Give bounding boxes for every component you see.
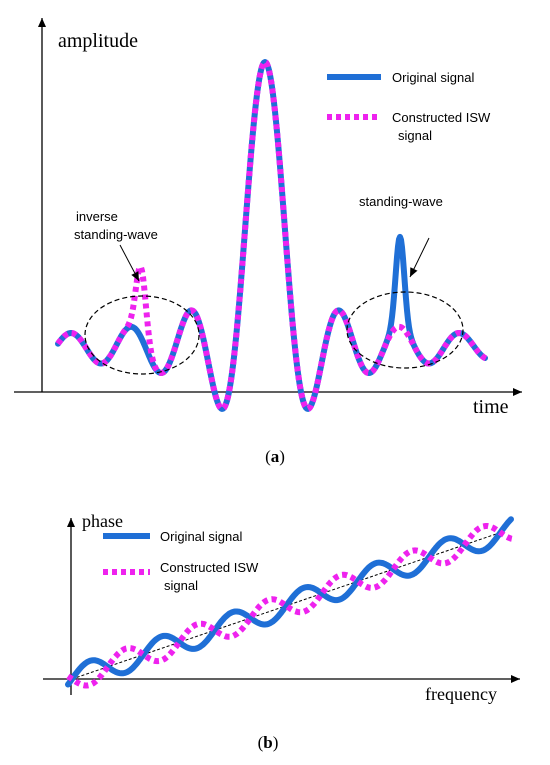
legend-b-original-label: Original signal (160, 529, 242, 544)
constructed-phase-curve (66, 523, 515, 689)
legend-constructed-label-line1: Constructed ISW (392, 110, 491, 125)
inverse-label-line1: inverse (76, 209, 118, 224)
panel-a-x-axis-label: time (473, 396, 509, 418)
panel-b-legend: Original signal Constructed ISW signal (103, 529, 259, 593)
panel-b-y-axis-label: phase (82, 511, 123, 531)
legend-original-label: Original signal (392, 70, 474, 85)
legend-b-constructed-label-line1: Constructed ISW (160, 560, 259, 575)
panel-a-caption-letter: a (271, 447, 280, 466)
standing-wave-arrow (409, 237, 430, 278)
panel-a-caption: (a) (265, 447, 285, 466)
inverse-standing-wave-arrow (119, 244, 140, 282)
inverse-label-line2: standing-wave (74, 227, 158, 242)
panel-a-legend: Original signal Constructed ISW signal (327, 70, 491, 143)
panel-a: amplitude time inverse standing-wave sta… (14, 18, 522, 466)
panel-b-caption: (b) (258, 733, 279, 752)
panel-a-y-axis-label: amplitude (58, 30, 138, 52)
constructed-isw-signal-curve (55, 58, 489, 413)
legend-constructed-label-line2: signal (398, 128, 432, 143)
panel-b-x-axis-label: frequency (425, 684, 497, 704)
standing-wave-label: standing-wave (359, 194, 443, 209)
original-phase-curve (65, 516, 514, 688)
legend-b-constructed-label-line2: signal (164, 578, 198, 593)
standing-wave-ellipse (346, 291, 464, 369)
panel-b: phase frequency Original signal Construc… (43, 511, 520, 752)
inverse-standing-wave-ellipse (84, 295, 200, 375)
panel-b-caption-letter: b (263, 733, 272, 752)
